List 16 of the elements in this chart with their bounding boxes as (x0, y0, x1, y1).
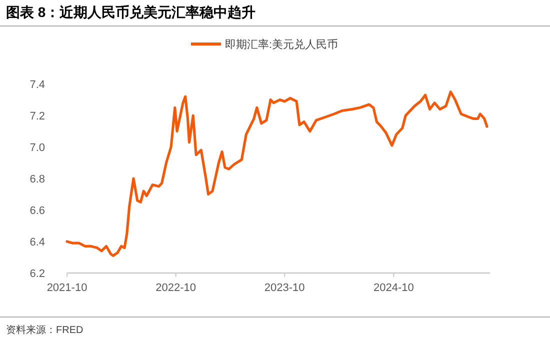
y-tick-label: 6.8 (30, 174, 45, 186)
line-series (66, 90, 488, 257)
x-tick-label: 2021-10 (46, 282, 88, 294)
x-tick-label: 2022-10 (156, 282, 196, 294)
x-tick-label: 2024-10 (374, 282, 414, 294)
legend: 即期汇率:美元兑人民币 (191, 39, 338, 51)
y-tick-label: 6.2 (30, 268, 45, 280)
x-tick-label: 2023-10 (264, 282, 305, 294)
y-tick-label: 7.2 (30, 110, 45, 122)
title: 图表 8：近期人民币兑美元汇率稳中趋升 (6, 4, 256, 20)
y-tick-label: 6.6 (30, 205, 45, 217)
text: 资料来源：FRED (6, 324, 84, 336)
y-tick-label: 7.4 (30, 79, 45, 91)
y-tick-label: 7.0 (30, 142, 45, 154)
y-tick-label: 6.4 (30, 236, 45, 248)
legend-label: 即期汇率:美元兑人民币 (225, 38, 338, 51)
